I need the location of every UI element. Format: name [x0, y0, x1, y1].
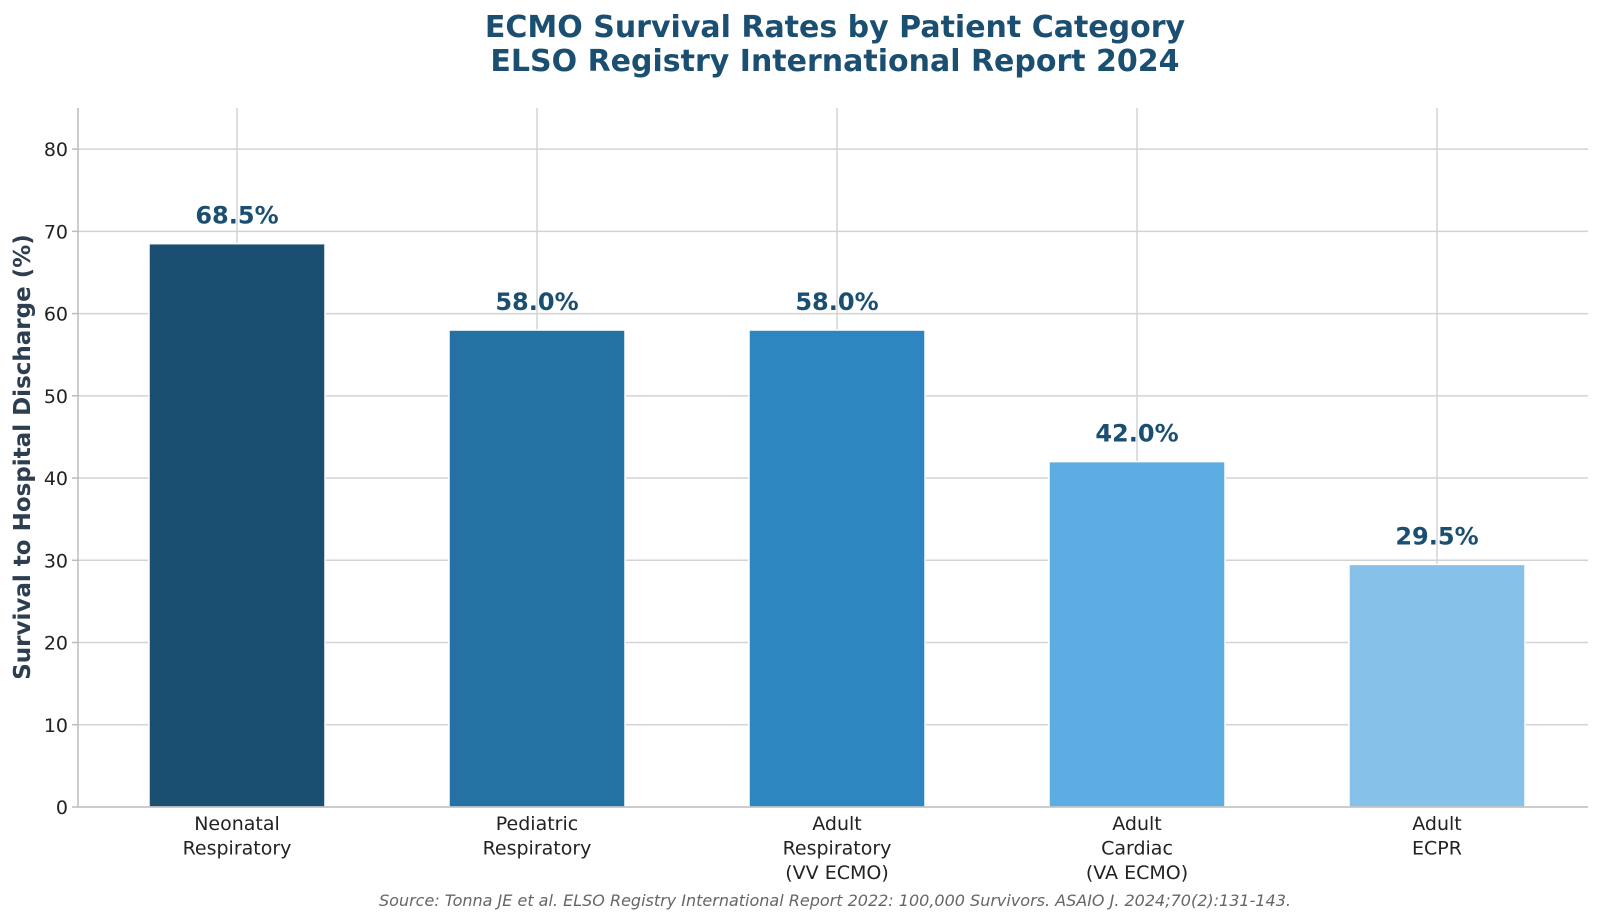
data-label-3: 42.0%: [1095, 420, 1178, 448]
bar-0: [148, 242, 326, 808]
y-tick-label-4: 40: [44, 468, 68, 490]
x-category-label-3-line-2: (VA ECMO): [1086, 862, 1188, 884]
x-category-label-2-line-1: Respiratory: [783, 838, 892, 860]
x-category-label-0-line-0: Neonatal: [194, 813, 280, 835]
x-category-label-4-line-0: Adult: [1412, 813, 1462, 835]
x-category-label-0: Neonatal Respiratory: [183, 813, 292, 860]
x-category-label-1-line-1: Respiratory: [483, 838, 592, 860]
y-tick-label-2: 20: [44, 633, 68, 655]
y-axis-label: Survival to Hospital Discharge (%): [10, 234, 36, 680]
x-category-label-3-line-1: Cardiac: [1101, 838, 1173, 860]
x-category-label-3: Adult Cardiac (VA ECMO): [1086, 813, 1188, 884]
bars: [148, 242, 1526, 808]
x-category-label-3-line-0: Adult: [1112, 813, 1162, 835]
y-tick-label-7: 70: [44, 221, 68, 243]
y-axis-ticks: 0 10 20 30 40 50 60 70 80: [44, 139, 78, 819]
x-category-label-1-line-0: Pediatric: [496, 813, 578, 835]
x-category-label-4-line-1: ECPR: [1412, 838, 1462, 860]
x-category-label-2: Adult Respiratory (VV ECMO): [783, 813, 892, 884]
y-tick-label-0: 0: [56, 797, 68, 819]
y-tick-label-5: 50: [44, 386, 68, 408]
y-tick-label-8: 80: [44, 139, 68, 161]
x-category-label-2-line-0: Adult: [812, 813, 862, 835]
data-label-2: 58.0%: [795, 288, 878, 316]
data-labels: 68.5% 58.0% 58.0% 42.0% 29.5%: [195, 202, 1478, 551]
source-note: Source: Tonna JE et al. ELSO Registry In…: [379, 891, 1291, 910]
axes: [77, 108, 1588, 808]
y-tick-label-6: 60: [44, 304, 68, 326]
data-label-0: 68.5%: [195, 202, 278, 230]
x-category-label-0-line-1: Respiratory: [183, 838, 292, 860]
x-category-label-1: Pediatric Respiratory: [483, 813, 592, 860]
x-category-label-2-line-2: (VV ECMO): [785, 862, 888, 884]
bar-2: [748, 329, 926, 808]
y-tick-label-3: 30: [44, 550, 68, 572]
bar-3: [1048, 460, 1226, 808]
x-category-label-4: Adult ECPR: [1412, 813, 1462, 860]
data-label-4: 29.5%: [1395, 522, 1478, 550]
bar-1: [448, 329, 626, 808]
data-label-1: 58.0%: [495, 288, 578, 316]
bar-4: [1348, 563, 1526, 808]
chart-title-line-1: ECMO Survival Rates by Patient Category: [485, 10, 1186, 45]
chart-title-line-2: ELSO Registry International Report 2024: [490, 44, 1179, 79]
y-tick-label-1: 10: [44, 715, 68, 737]
